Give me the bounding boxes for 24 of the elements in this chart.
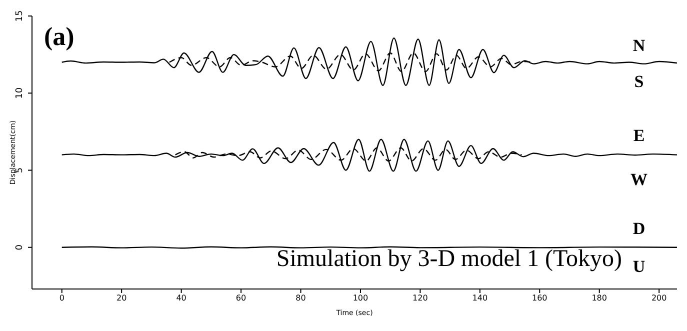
x-tick-label: 0: [59, 294, 64, 303]
x-tick-label: 180: [592, 294, 607, 303]
x-tick-label: 160: [532, 294, 548, 303]
x-tick-label: 40: [176, 294, 186, 303]
y-tick-label: 5: [15, 167, 25, 174]
x-tick-label: 120: [412, 294, 428, 303]
annotation: Simulation by 3-D model 1 (Tokyo): [276, 246, 622, 272]
annotation: N: [632, 36, 646, 56]
y-tick-label: 10: [15, 87, 25, 99]
x-tick-label: 20: [116, 294, 127, 303]
x-tick-label: 140: [472, 294, 488, 303]
x-tick-label: 60: [236, 294, 246, 303]
annotation: (a): [44, 22, 74, 51]
x-tick-label: 200: [651, 294, 667, 303]
annotation: W: [630, 170, 648, 189]
line-series: [174, 147, 522, 162]
annotation: D: [632, 218, 646, 238]
y-tick-label: 15: [15, 10, 25, 22]
annotation: U: [632, 257, 646, 276]
x-tick-label: 80: [296, 294, 306, 303]
y-tick-label: 0: [15, 244, 25, 250]
x-tick-label: 100: [352, 294, 368, 303]
annotation: E: [632, 126, 646, 146]
annotation: S: [633, 72, 645, 91]
